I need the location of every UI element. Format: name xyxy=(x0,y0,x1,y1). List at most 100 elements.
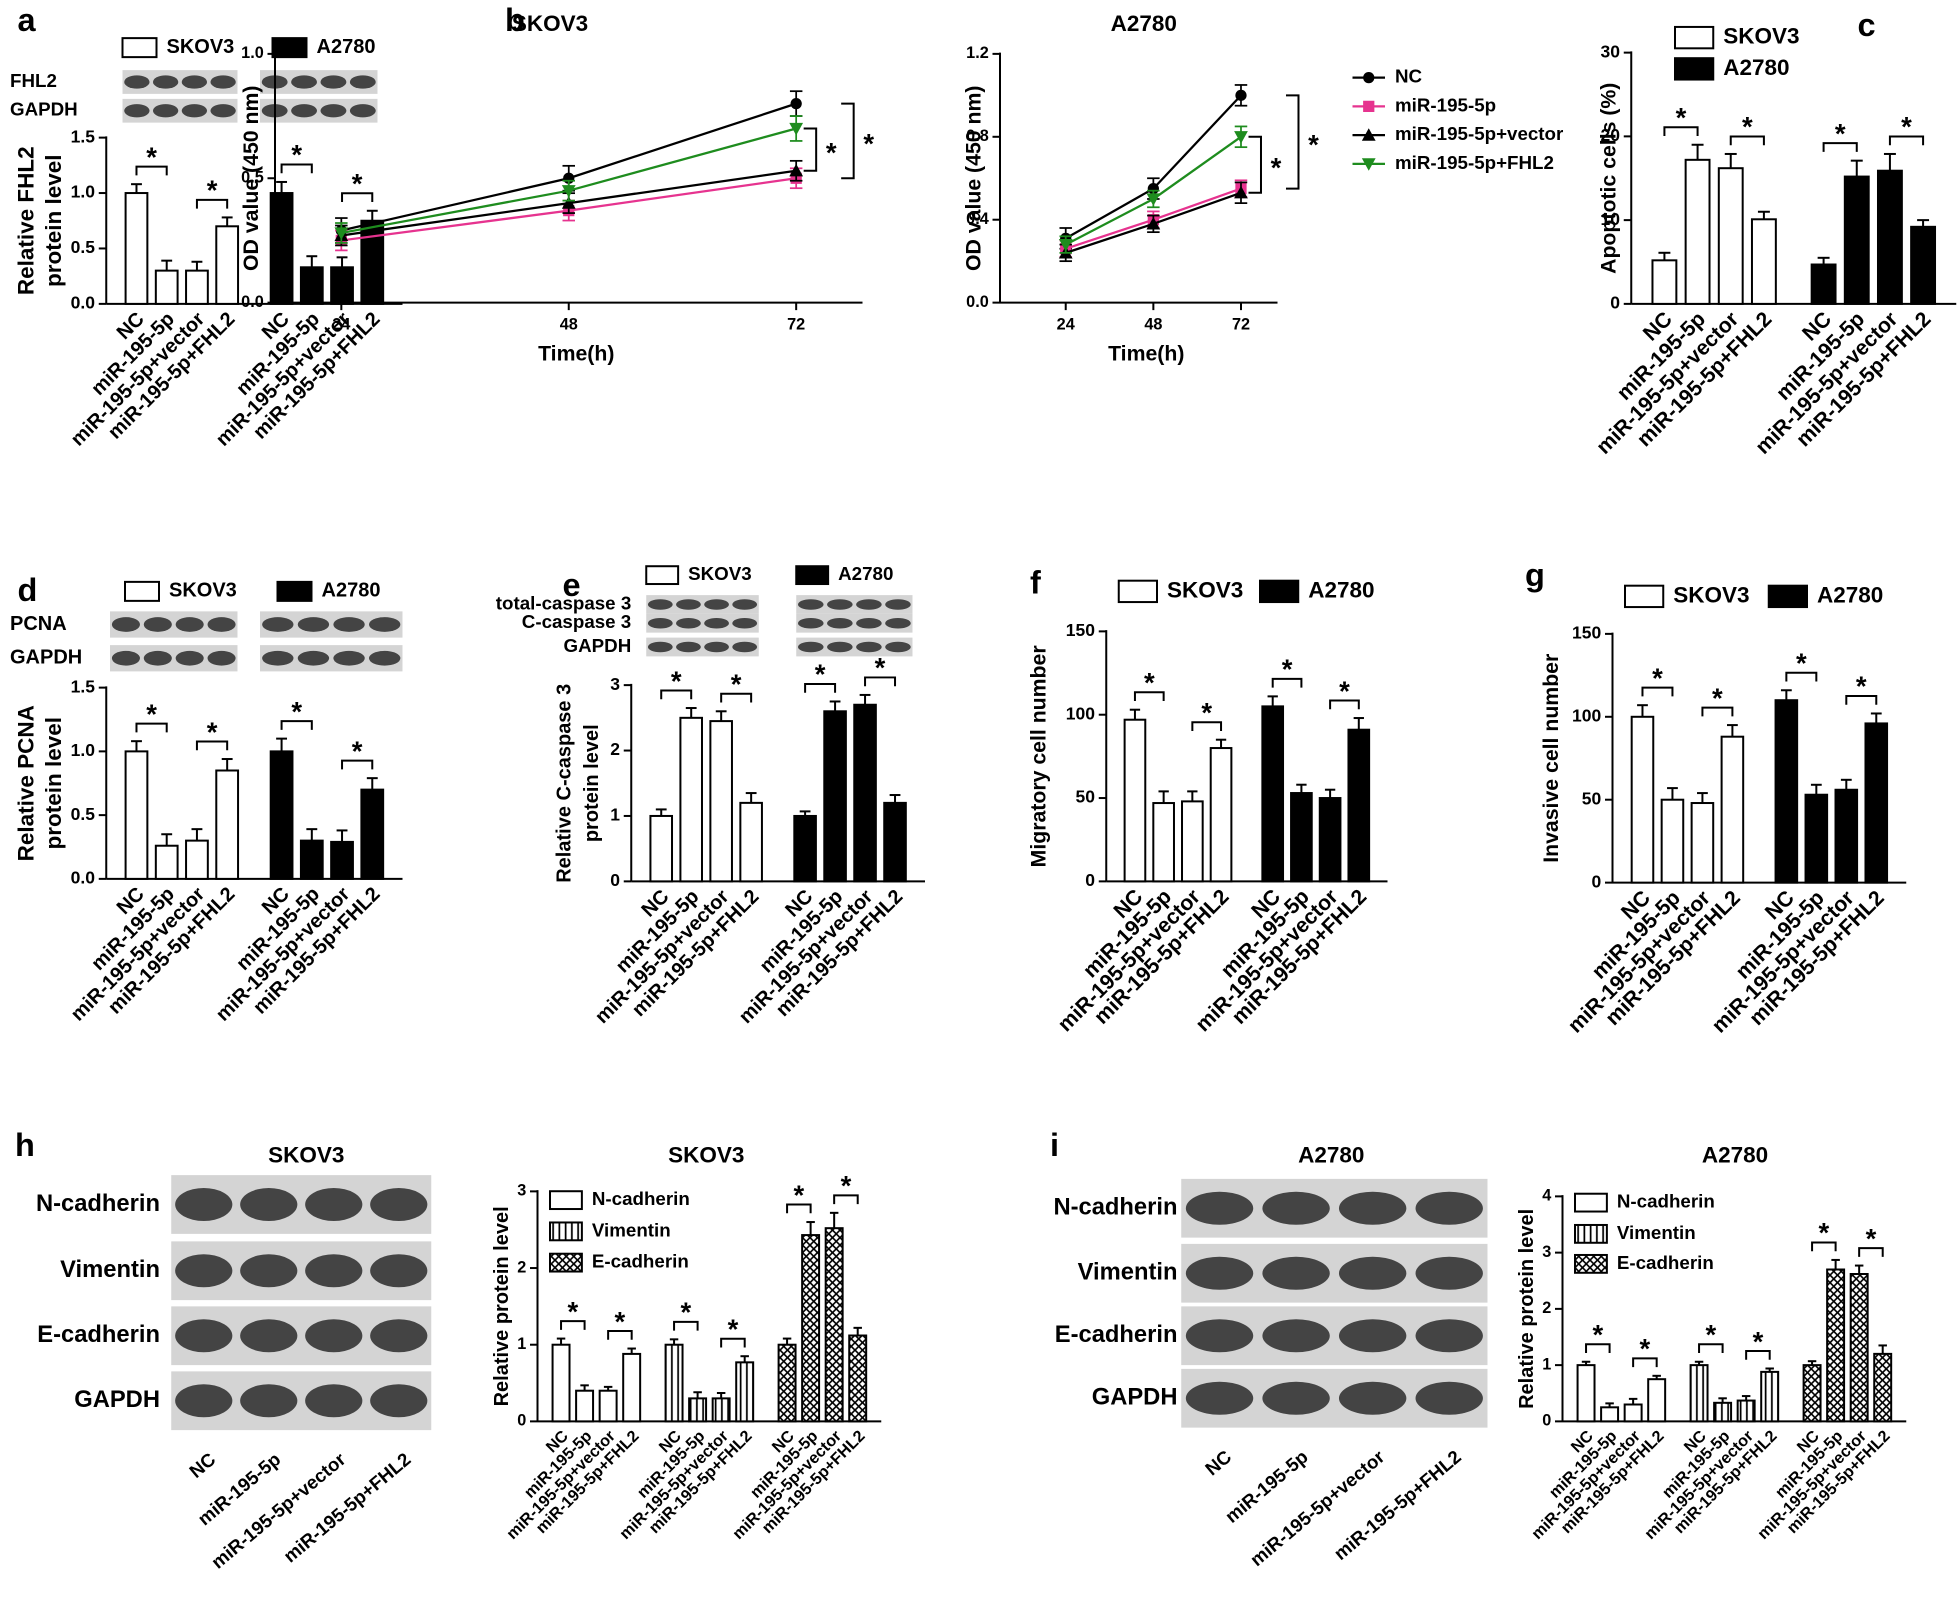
y-tick-label: 3 xyxy=(517,1182,526,1200)
blot-row-label: E-cadherin xyxy=(1055,1321,1178,1348)
data-point xyxy=(561,196,576,209)
legend-label: miR-195-5p xyxy=(1395,94,1496,115)
y-tick-label: 4 xyxy=(1542,1187,1551,1205)
bar xyxy=(1802,1364,1822,1423)
significance-bracket xyxy=(1729,135,1765,146)
blot-band xyxy=(240,1254,298,1288)
blot-band xyxy=(704,641,729,653)
bar xyxy=(739,801,763,883)
y-tick-label: 0 xyxy=(1542,1412,1551,1430)
panel-letter: g xyxy=(1525,557,1545,593)
significance-bracket xyxy=(195,740,229,751)
legend-marker xyxy=(1361,158,1376,171)
blot-strip xyxy=(646,595,759,614)
significance-label: * xyxy=(1705,1319,1716,1350)
panel-letter: a xyxy=(18,2,37,38)
panel-letter: d xyxy=(18,572,38,608)
significance-label: * xyxy=(207,716,218,747)
blot-band xyxy=(349,104,376,118)
blot-band xyxy=(175,1384,233,1418)
significance-label: * xyxy=(291,696,302,727)
panel-letter: f xyxy=(1030,565,1041,601)
data-point xyxy=(561,185,576,198)
blot-band xyxy=(797,641,824,653)
panel-letter: b xyxy=(505,2,525,38)
blot-row-label: E-cadherin xyxy=(37,1321,160,1348)
blot-band xyxy=(240,1319,298,1353)
blot-band xyxy=(152,75,179,89)
bar xyxy=(664,1343,684,1423)
y-tick-label: 20 xyxy=(1601,125,1621,145)
significance-label: * xyxy=(352,735,363,766)
x-tick-label: 72 xyxy=(787,315,805,333)
legend-swatch xyxy=(1767,584,1809,609)
y-axis-label: Relative protein level xyxy=(1516,1209,1538,1409)
blot-band xyxy=(370,1384,428,1418)
bar xyxy=(1152,802,1175,883)
blot-band xyxy=(797,599,824,610)
y-tick-label: 150 xyxy=(1572,623,1601,643)
bar xyxy=(711,1397,731,1423)
y-tick-label: 0 xyxy=(610,870,620,890)
blot-band xyxy=(143,650,172,666)
significance-bracket xyxy=(1701,706,1734,717)
significance-bracket xyxy=(1641,686,1674,697)
legend-label: E-cadherin xyxy=(592,1251,689,1272)
y-tick-label: 0.0 xyxy=(241,293,264,311)
bar xyxy=(1843,175,1870,305)
bar xyxy=(360,788,385,880)
bar xyxy=(1576,1364,1596,1423)
blot-band xyxy=(797,618,824,629)
blot-band xyxy=(111,650,140,666)
y-tick-label: 0 xyxy=(1610,293,1620,313)
legend-swatch xyxy=(1574,1192,1608,1213)
significance-bracket xyxy=(1845,694,1878,705)
bar xyxy=(1876,169,1903,305)
y-tick-label: 1.2 xyxy=(966,44,989,62)
blot-strip xyxy=(796,595,913,614)
y-tick-label: 0.5 xyxy=(71,237,96,257)
significance-label: * xyxy=(567,1296,578,1327)
blot-band xyxy=(1415,1381,1483,1415)
bar xyxy=(1318,797,1342,883)
data-point xyxy=(789,122,804,136)
legend-label: NC xyxy=(1395,66,1423,87)
bar xyxy=(154,844,179,880)
bar xyxy=(688,1397,708,1423)
significance-label: * xyxy=(1866,1223,1877,1254)
panel-letter: i xyxy=(1050,1127,1059,1163)
blot-band xyxy=(320,75,347,89)
blot-band xyxy=(175,1254,233,1288)
significance-label: * xyxy=(863,128,874,159)
blot-band xyxy=(305,1188,363,1221)
blot-band xyxy=(1262,1191,1330,1225)
significance-bracket xyxy=(1822,142,1858,152)
significance-bracket xyxy=(720,1337,746,1348)
y-tick-label: 150 xyxy=(1066,620,1095,640)
y-tick-label: 1.0 xyxy=(71,182,96,202)
y-axis-label: Apoptotic cells (%) xyxy=(1597,83,1621,274)
significance-label: * xyxy=(1676,102,1687,133)
blot-band xyxy=(647,618,673,629)
significance-bracket xyxy=(1191,721,1223,731)
legend-swatch xyxy=(124,580,161,602)
blot-band xyxy=(370,1254,428,1288)
significance-label: * xyxy=(146,141,157,172)
blot-band xyxy=(175,1319,233,1353)
legend-label: A2780 xyxy=(1723,55,1789,80)
significance-bracket xyxy=(1888,135,1925,146)
legend-label: Vimentin xyxy=(1617,1222,1696,1243)
blot-band xyxy=(1338,1191,1407,1225)
legend-label: SKOV3 xyxy=(169,580,237,602)
legend-swatch xyxy=(276,580,313,602)
significance-label: * xyxy=(1201,697,1212,728)
legend-label: Vimentin xyxy=(592,1219,671,1240)
significance-label: * xyxy=(291,139,302,170)
bar xyxy=(1623,1403,1643,1423)
y-tick-label: 0 xyxy=(1085,870,1095,890)
panel-letter: e xyxy=(563,567,581,603)
bar xyxy=(575,1389,595,1423)
blot-band xyxy=(676,641,701,653)
blot-band xyxy=(370,1319,428,1353)
significance-bracket xyxy=(341,759,374,770)
